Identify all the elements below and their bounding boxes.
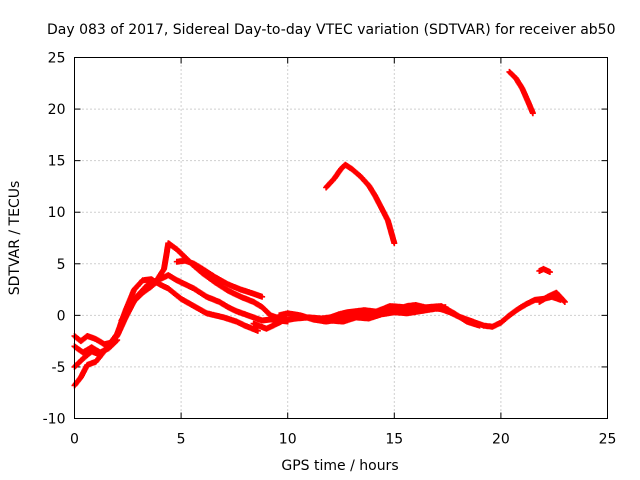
data-point: [254, 327, 261, 334]
data-point-run: [178, 295, 196, 309]
data-point-run: [378, 205, 391, 223]
data-point-run: [161, 241, 172, 272]
x-axis-title: GPS time / hours: [281, 458, 398, 474]
data-point-run: [384, 217, 397, 245]
data-point-run: [225, 287, 243, 300]
data-point-run: [135, 283, 150, 298]
series-track-6: [71, 337, 121, 356]
data-point-run: [225, 281, 243, 293]
series-track-12: [506, 68, 536, 117]
data-point-run: [250, 320, 269, 332]
data-point: [529, 110, 536, 117]
data-point-run: [259, 304, 273, 318]
x-tick-label: 0: [70, 432, 79, 448]
y-tick-label: 25: [48, 51, 66, 67]
x-tick-label: 25: [599, 432, 617, 448]
data-point: [561, 298, 568, 305]
x-tick-label: 10: [279, 432, 297, 448]
grid-layer: [74, 57, 608, 419]
y-tick-label: -5: [52, 360, 66, 376]
x-tick-label: 15: [385, 432, 403, 448]
tick-layer: 0 5 10 15 20 25 -10 -5 0 5 10 15 20 25: [43, 51, 617, 448]
y-tick-label: -10: [43, 412, 66, 428]
data-point: [476, 322, 483, 329]
data-point-run: [331, 166, 344, 182]
series-track-4: [173, 257, 266, 300]
data-point-run: [118, 305, 133, 324]
data-point-run: [199, 270, 218, 285]
series-track-9: [327, 304, 449, 325]
plot-frame: [74, 57, 608, 419]
data-layer: [71, 68, 568, 389]
data-point-run: [105, 337, 120, 352]
y-tick-label: 10: [48, 205, 66, 221]
data-point-run: [80, 349, 94, 362]
data-point: [114, 337, 121, 344]
data-point: [259, 293, 266, 300]
series-track-10: [536, 289, 568, 305]
y-axis-title: SDTVAR / TECUs: [7, 181, 23, 296]
data-point-run: [451, 310, 469, 324]
y-tick-label: 20: [48, 102, 66, 118]
data-point: [391, 240, 398, 247]
x-tick-label: 20: [492, 432, 510, 448]
data-point: [442, 304, 449, 311]
data-point-run: [165, 285, 184, 302]
data-point-run: [190, 303, 209, 316]
data-point-run: [190, 285, 209, 300]
data-point-run: [77, 362, 90, 381]
series-track-11: [323, 161, 398, 247]
y-tick-label: 5: [57, 257, 66, 273]
data-point-run: [365, 182, 378, 198]
data-point-run: [242, 322, 260, 334]
data-point-run: [519, 85, 532, 105]
chart-title: Day 083 of 2017, Sidereal Day-to-day VTE…: [47, 22, 616, 38]
y-tick-label: 0: [57, 308, 66, 324]
y-tick-label: 15: [48, 154, 66, 170]
data-point-run: [512, 75, 525, 91]
data-point-run: [199, 265, 218, 280]
data-point-run: [553, 289, 568, 305]
data-point-run: [525, 99, 536, 116]
data-point-run: [203, 310, 226, 321]
data-point-run: [173, 246, 188, 260]
data-point-run: [126, 292, 141, 311]
x-tick-label: 5: [177, 432, 186, 448]
data-point-run: [323, 176, 337, 191]
data-point-run: [357, 173, 371, 188]
data-point-run: [212, 279, 230, 293]
data-point-run: [212, 274, 230, 287]
data-point: [546, 269, 553, 276]
series-track-3: [118, 240, 291, 324]
data-point-run: [152, 266, 167, 286]
data-point-run: [348, 165, 363, 179]
data-point-run: [372, 192, 384, 211]
data-point-run: [131, 278, 145, 293]
data-point-run: [497, 313, 512, 326]
series-track-13: [536, 265, 553, 276]
